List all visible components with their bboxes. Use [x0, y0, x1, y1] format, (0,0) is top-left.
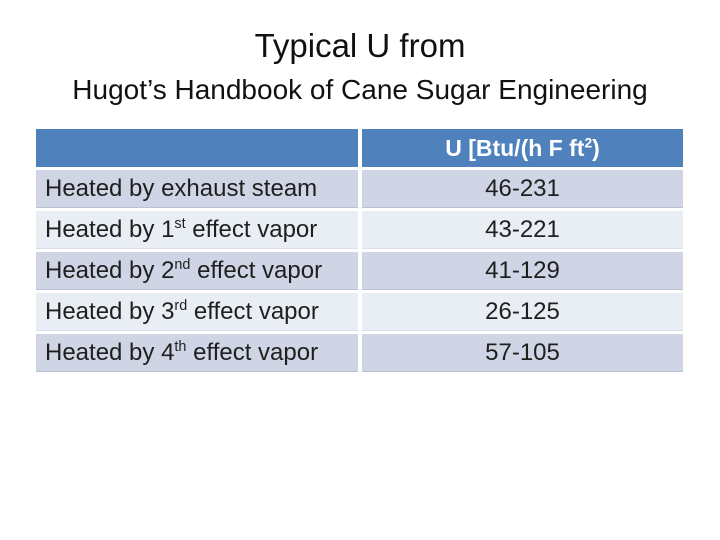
row-value: 26-125	[362, 293, 683, 331]
header-u-text: U [Btu/(h F ft	[445, 135, 585, 161]
row-value: 46-231	[362, 170, 683, 208]
table-row: Heated by 1st effect vapor 43-221	[36, 211, 683, 249]
row-label-text-post: effect vapor	[186, 339, 319, 366]
row-label-text: Heated by 4	[45, 339, 175, 366]
table-row: Heated by 2nd effect vapor 41-129	[36, 252, 683, 290]
row-label: Heated by 1st effect vapor	[36, 211, 358, 249]
table-row: Heated by 4th effect vapor 57-105	[36, 334, 683, 372]
row-label: Heated by 4th effect vapor	[36, 334, 358, 372]
row-label: Heated by 3rd effect vapor	[36, 293, 358, 331]
slide-title: Typical U from	[254, 27, 466, 64]
row-value: 41-129	[362, 252, 683, 290]
row-label-text: Heated by exhaust steam	[45, 175, 318, 202]
table-header-row: U [Btu/(h F ft2)	[36, 129, 683, 167]
row-label-text: Heated by 1	[45, 216, 175, 243]
row-label: Heated by 2nd effect vapor	[36, 252, 358, 290]
u-values-table: U [Btu/(h F ft2) Heated by exhaust steam…	[36, 129, 683, 375]
header-u-text-close: )	[592, 135, 600, 161]
slide-subtitle: Hugot’s Handbook of Cane Sugar Engineeri…	[72, 74, 648, 105]
table-header: U [Btu/(h F ft2)	[36, 129, 683, 167]
header-superscript: 2	[584, 135, 593, 151]
table-body: Heated by exhaust steam 46-231 Heated by…	[36, 170, 683, 372]
row-label: Heated by exhaust steam	[36, 170, 358, 208]
ordinal-superscript: th	[174, 339, 187, 355]
header-u-column-cell: U [Btu/(h F ft2)	[362, 129, 683, 167]
row-label-text: Heated by 3	[45, 298, 175, 325]
row-value: 57-105	[362, 334, 683, 372]
row-label-text-post: effect vapor	[187, 298, 319, 325]
table-row: Heated by 3rd effect vapor 26-125	[36, 293, 683, 331]
table-row: Heated by exhaust steam 46-231	[36, 170, 683, 208]
row-label-text: Heated by 2	[45, 257, 175, 284]
ordinal-superscript: rd	[174, 298, 188, 314]
row-label-text-post: effect vapor	[185, 216, 318, 243]
row-label-text-post: effect vapor	[190, 257, 323, 284]
ordinal-superscript: nd	[174, 257, 191, 273]
header-empty-cell	[36, 129, 358, 167]
row-value: 43-221	[362, 211, 683, 249]
ordinal-superscript: st	[174, 216, 186, 232]
